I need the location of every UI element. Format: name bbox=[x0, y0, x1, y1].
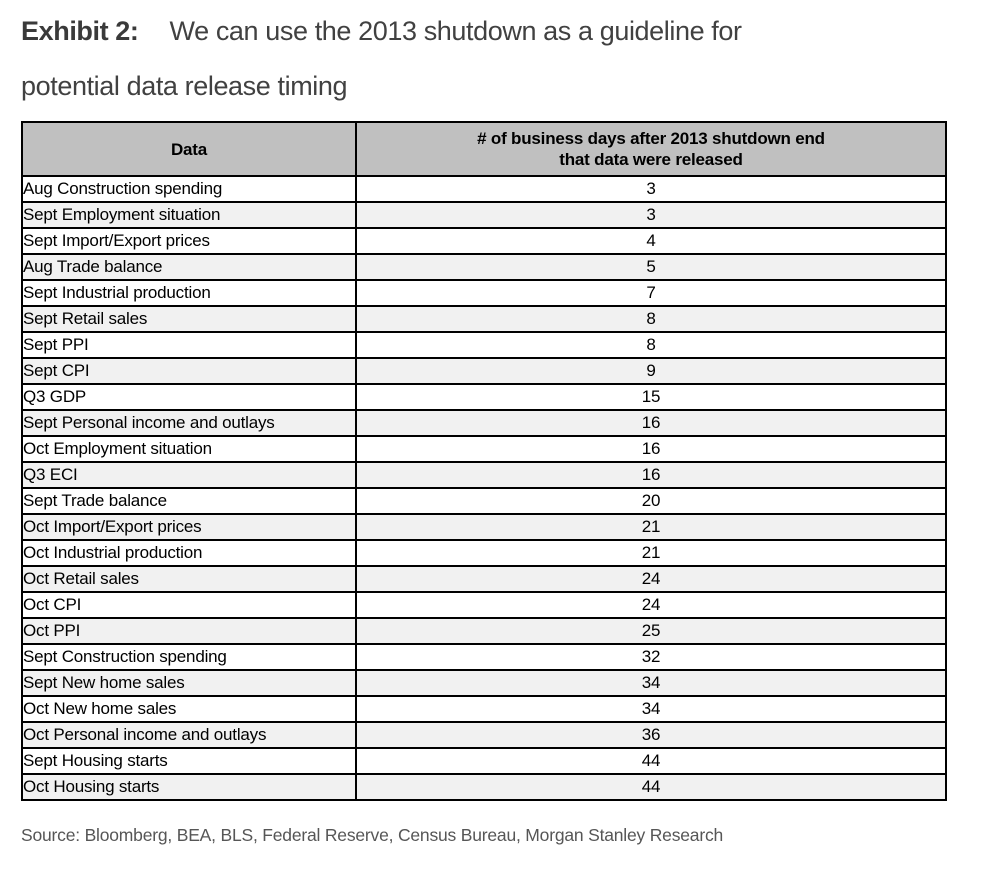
table-row: Aug Trade balance 5 bbox=[21, 253, 947, 281]
row-label: Sept Personal income and outlays bbox=[21, 409, 357, 437]
row-value: 3 bbox=[355, 201, 947, 229]
row-value: 16 bbox=[355, 461, 947, 489]
row-value: 34 bbox=[355, 695, 947, 723]
table-row: Sept Construction spending 32 bbox=[21, 643, 947, 671]
row-value: 7 bbox=[355, 279, 947, 307]
table-row: Sept Personal income and outlays 16 bbox=[21, 409, 947, 437]
row-value: 24 bbox=[355, 565, 947, 593]
row-value: 16 bbox=[355, 435, 947, 463]
row-value: 25 bbox=[355, 617, 947, 645]
table-row: Sept Industrial production 7 bbox=[21, 279, 947, 307]
row-label: Sept Housing starts bbox=[21, 747, 357, 775]
row-value: 44 bbox=[355, 773, 947, 801]
row-label: Sept New home sales bbox=[21, 669, 357, 697]
row-label: Oct Industrial production bbox=[21, 539, 357, 567]
row-value: 36 bbox=[355, 721, 947, 749]
row-label: Oct CPI bbox=[21, 591, 357, 619]
table-row: Sept Import/Export prices 4 bbox=[21, 227, 947, 255]
row-label: Oct New home sales bbox=[21, 695, 357, 723]
table-row: Sept CPI 9 bbox=[21, 357, 947, 385]
row-value: 3 bbox=[355, 175, 947, 203]
column-header-days: # of business days after 2013 shutdown e… bbox=[355, 121, 947, 177]
row-label: Oct Employment situation bbox=[21, 435, 357, 463]
table-row: Oct Retail sales 24 bbox=[21, 565, 947, 593]
table-row: Q3 ECI 16 bbox=[21, 461, 947, 489]
row-value: 8 bbox=[355, 305, 947, 333]
row-label: Sept CPI bbox=[21, 357, 357, 385]
table-row: Sept PPI 8 bbox=[21, 331, 947, 359]
row-label: Oct Personal income and outlays bbox=[21, 721, 357, 749]
row-value: 8 bbox=[355, 331, 947, 359]
source-note: Source: Bloomberg, BEA, BLS, Federal Res… bbox=[21, 825, 724, 845]
row-label: Oct Import/Export prices bbox=[21, 513, 357, 541]
row-label: Sept Trade balance bbox=[21, 487, 357, 515]
row-value: 21 bbox=[355, 513, 947, 541]
table-row: Oct Employment situation 16 bbox=[21, 435, 947, 463]
table-row: Oct Import/Export prices 21 bbox=[21, 513, 947, 541]
table-row: Oct CPI 24 bbox=[21, 591, 947, 619]
row-value: 34 bbox=[355, 669, 947, 697]
exhibit-title-line2: potential data release timing bbox=[21, 71, 348, 101]
table-header-row: Data # of business days after 2013 shutd… bbox=[21, 121, 947, 177]
column-header-days-line2: that data were released bbox=[559, 150, 743, 169]
row-label: Sept Employment situation bbox=[21, 201, 357, 229]
row-label: Oct PPI bbox=[21, 617, 357, 645]
exhibit-title-line1: Exhibit 2: We can use the 2013 shutdown a… bbox=[21, 16, 990, 46]
exhibit-title: Exhibit 2: We can use the 2013 shutdown a… bbox=[21, 16, 990, 101]
table-row: Sept Housing starts 44 bbox=[21, 747, 947, 775]
table-row: Q3 GDP 15 bbox=[21, 383, 947, 411]
table-row: Oct New home sales 34 bbox=[21, 695, 947, 723]
row-value: 16 bbox=[355, 409, 947, 437]
row-label: Sept Retail sales bbox=[21, 305, 357, 333]
row-value: 24 bbox=[355, 591, 947, 619]
table-row: Aug Construction spending 3 bbox=[21, 175, 947, 203]
exhibit-title-text: We can use the 2013 shutdown as a guidel… bbox=[169, 16, 743, 46]
row-label: Aug Trade balance bbox=[21, 253, 357, 281]
row-value: 44 bbox=[355, 747, 947, 775]
column-header-days-line1: # of business days after 2013 shutdown e… bbox=[477, 129, 825, 148]
table-row: Sept New home sales 34 bbox=[21, 669, 947, 697]
table-row: Oct PPI 25 bbox=[21, 617, 947, 645]
table-row: Sept Employment situation 3 bbox=[21, 201, 947, 229]
exhibit-number-label: Exhibit 2: bbox=[21, 16, 139, 46]
table-row: Sept Retail sales 8 bbox=[21, 305, 947, 333]
table-row: Sept Trade balance 20 bbox=[21, 487, 947, 515]
table-row: Oct Personal income and outlays 36 bbox=[21, 721, 947, 749]
data-release-table: Data # of business days after 2013 shutd… bbox=[21, 121, 947, 801]
table-body: Aug Construction spending 3 Sept Employm… bbox=[21, 175, 947, 801]
row-label: Sept Industrial production bbox=[21, 279, 357, 307]
row-label: Oct Retail sales bbox=[21, 565, 357, 593]
row-value: 21 bbox=[355, 539, 947, 567]
row-value: 5 bbox=[355, 253, 947, 281]
table-row: Oct Industrial production 21 bbox=[21, 539, 947, 567]
row-value: 9 bbox=[355, 357, 947, 385]
row-label: Sept Construction spending bbox=[21, 643, 357, 671]
row-value: 32 bbox=[355, 643, 947, 671]
row-label: Q3 GDP bbox=[21, 383, 357, 411]
row-value: 20 bbox=[355, 487, 947, 515]
row-label: Oct Housing starts bbox=[21, 773, 357, 801]
column-header-data: Data bbox=[21, 121, 357, 177]
row-label: Aug Construction spending bbox=[21, 175, 357, 203]
table-row: Oct Housing starts 44 bbox=[21, 773, 947, 801]
row-value: 15 bbox=[355, 383, 947, 411]
row-label: Q3 ECI bbox=[21, 461, 357, 489]
row-label: Sept PPI bbox=[21, 331, 357, 359]
row-value: 4 bbox=[355, 227, 947, 255]
row-label: Sept Import/Export prices bbox=[21, 227, 357, 255]
